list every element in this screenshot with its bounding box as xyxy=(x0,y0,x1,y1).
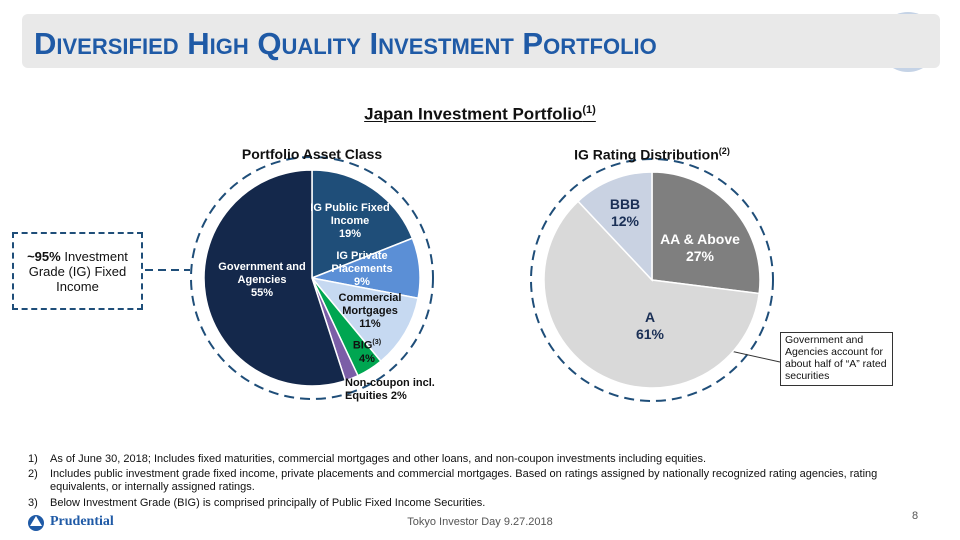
footnote: 2) Includes public investment grade fixed… xyxy=(22,468,927,494)
footer-event: Tokyo Investor Day 9.27.2018 xyxy=(407,516,553,528)
callout-text: ~95% Investment Grade (IG) Fixed Income xyxy=(14,249,141,294)
callout-emphasis: ~95% xyxy=(27,248,61,264)
group-outline xyxy=(190,156,434,400)
chart-title: Portfolio Asset Class xyxy=(242,146,382,162)
chart-title-text: IG Rating Distribution xyxy=(574,146,719,163)
slice-label: Non-coupon incl. Equities 2% xyxy=(345,377,435,403)
footnote-text: Below Investment Grade (BIG) is comprise… xyxy=(50,496,486,509)
chart-title-text: Portfolio Asset Class xyxy=(241,146,383,162)
slice-label: IG Public Fixed Income 19% xyxy=(310,202,390,242)
slice-value-label: 2% xyxy=(390,390,407,402)
footnotes: 1) As of June 30, 2018; Includes fixed ma… xyxy=(22,453,927,512)
slice-value-label: 19% xyxy=(338,228,362,241)
slice-category: Commercial Mortgages xyxy=(338,292,402,318)
footnote: 3) Below Investment Grade (BIG) is compri… xyxy=(22,497,927,510)
slice-label: Government and Agencies 55% xyxy=(212,261,312,301)
slice-category: BIG xyxy=(352,339,373,352)
section-title: Japan Investment Portfolio(1) xyxy=(0,104,960,125)
slice-label: AA & Above 27% xyxy=(650,231,750,265)
slice-value-label: 12% xyxy=(610,213,640,229)
footnote-marker: 2) xyxy=(28,468,38,481)
slice-value-label: 9% xyxy=(354,276,370,289)
callout-box: ~95% Investment Grade (IG) Fixed Income xyxy=(12,232,143,310)
footnote-ref: (2) xyxy=(718,146,730,156)
slice-category: Government and Agencies xyxy=(218,261,306,287)
page-title: Diversified High Quality Investment Port… xyxy=(34,26,657,61)
page-number: 8 xyxy=(912,510,919,522)
slice-category: BBB xyxy=(609,196,641,213)
footnote-marker: 3) xyxy=(28,496,38,509)
logo-text: Prudential xyxy=(50,514,114,529)
pie-slice xyxy=(577,171,653,282)
pie-slice xyxy=(651,171,761,295)
note-box: Government and Agencies account for abou… xyxy=(780,332,893,386)
callout-body: Investment Grade (IG) Fixed Income xyxy=(28,248,128,294)
slice-label: A 61% xyxy=(620,309,680,343)
connector xyxy=(725,349,781,363)
footnote-marker: 1) xyxy=(28,453,38,465)
slice-label: Commercial Mortgages 11% xyxy=(330,292,410,332)
slice-value-label: 4% xyxy=(359,352,375,365)
pie-slice xyxy=(310,276,419,363)
slice-label: BIG(3) 4% xyxy=(347,338,387,366)
pie-slice xyxy=(543,200,760,389)
slice-category: Non-coupon incl. Equities xyxy=(345,376,435,402)
header-bar xyxy=(22,14,940,68)
footnote: 1) As of June 30, 2018; Includes fixed ma… xyxy=(22,453,927,466)
slice-value-label: 55% xyxy=(250,287,274,300)
group-outline xyxy=(530,158,774,402)
slice-category: A xyxy=(644,309,656,326)
pie-slice xyxy=(203,169,347,387)
footnote-ref: (3) xyxy=(372,337,382,346)
slice-category: IG Private Placements xyxy=(331,250,393,276)
slice-value-label: 27% xyxy=(685,248,715,264)
slice-value-label: 61% xyxy=(635,326,665,342)
pie-slice xyxy=(311,169,414,280)
note-text: Government and Agencies account for abou… xyxy=(785,334,887,383)
section-title-text: Japan Investment Portfolio xyxy=(364,104,583,124)
footnote-text: Includes public investment grade fixed i… xyxy=(50,468,878,494)
footnote-ref: (1) xyxy=(582,104,596,116)
slice-value-label: 11% xyxy=(359,318,381,331)
slice-label: BBB 12% xyxy=(595,196,655,230)
slice-category: AA & Above xyxy=(660,231,740,248)
chart-title: IG Rating Distribution(2) xyxy=(574,146,730,163)
footnote-text: As of June 30, 2018; Includes fixed matu… xyxy=(50,453,707,465)
slice-label: IG Private Placements 9% xyxy=(322,250,402,290)
slice-category: IG Public Fixed Income xyxy=(310,202,390,228)
logo-icon xyxy=(28,515,44,531)
